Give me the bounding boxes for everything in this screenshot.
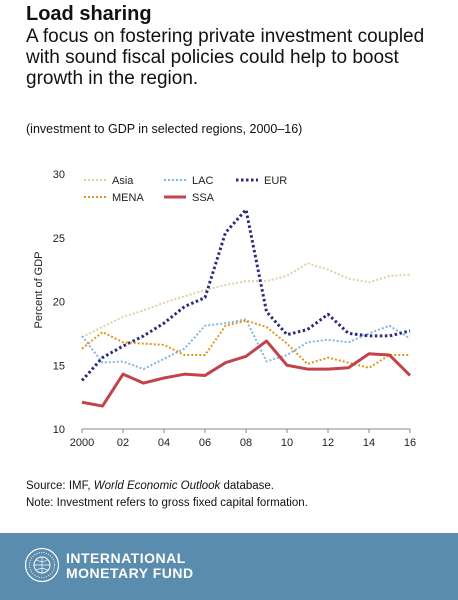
- source-note: Source: IMF, World Economic Outlook data…: [26, 478, 308, 512]
- x-tick-label: 06: [199, 437, 211, 449]
- imf-seal-icon: [24, 547, 60, 583]
- y-tick-label: 30: [53, 169, 65, 181]
- y-tick-label: 25: [53, 233, 65, 245]
- note-line: Note: Investment refers to gross fixed c…: [26, 497, 308, 509]
- legend-label-lac: LAC: [192, 175, 213, 187]
- chart-legend: Asia LAC EUR MENA SSA: [84, 175, 287, 204]
- x-tick-label: 14: [363, 437, 375, 449]
- series-ssa-line: [81, 339, 412, 408]
- legend-label-mena: MENA: [112, 192, 144, 204]
- x-tick-label: 04: [158, 437, 170, 449]
- source-line: Source: IMF, World Economic Outlook data…: [26, 478, 308, 495]
- legend-label-ssa: SSA: [192, 192, 215, 204]
- x-tick-label: 16: [404, 437, 416, 449]
- org-name-line1: INTERNATIONAL: [66, 550, 186, 566]
- legend-label-eur: EUR: [264, 175, 287, 187]
- series-lac-line: [81, 318, 411, 371]
- org-name: INTERNATIONAL MONETARY FUND: [66, 551, 194, 581]
- legend-label-asia: Asia: [112, 175, 134, 187]
- footer-banner: INTERNATIONAL MONETARY FUND: [0, 533, 458, 600]
- y-tick-label: 20: [53, 297, 65, 309]
- series-asia-line: [81, 262, 411, 339]
- y-axis-label: Percent of GDP: [33, 251, 45, 328]
- x-tick-label: 02: [117, 437, 129, 449]
- page-subtitle: A focus on fostering private investment …: [26, 26, 425, 89]
- org-name-line2: MONETARY FUND: [66, 565, 194, 581]
- y-tick-label: 10: [53, 424, 65, 436]
- chart-series: [80, 208, 412, 408]
- source-database: World Economic Outlook: [93, 480, 221, 492]
- x-tick-label: 08: [240, 437, 252, 449]
- line-chart: 10 15 20 25 30 2000 02 04 06 08 10 12 14 16 Asia LAC EU…: [33, 169, 416, 449]
- x-tick-label: 2000: [70, 437, 94, 449]
- x-tick-label: 10: [281, 437, 293, 449]
- x-tick-label: 12: [322, 437, 334, 449]
- series-eur-line: [80, 208, 411, 382]
- chart-axes: 10 15 20 25 30 2000 02 04 06 08 10 12 14 16: [53, 169, 416, 449]
- chart-note: (investment to GDP in selected regions, …: [26, 122, 303, 136]
- page-title: Load sharing: [26, 3, 152, 25]
- source-prefix: Source: IMF,: [26, 480, 94, 492]
- source-suffix: database.: [220, 480, 275, 492]
- y-tick-label: 15: [53, 360, 65, 372]
